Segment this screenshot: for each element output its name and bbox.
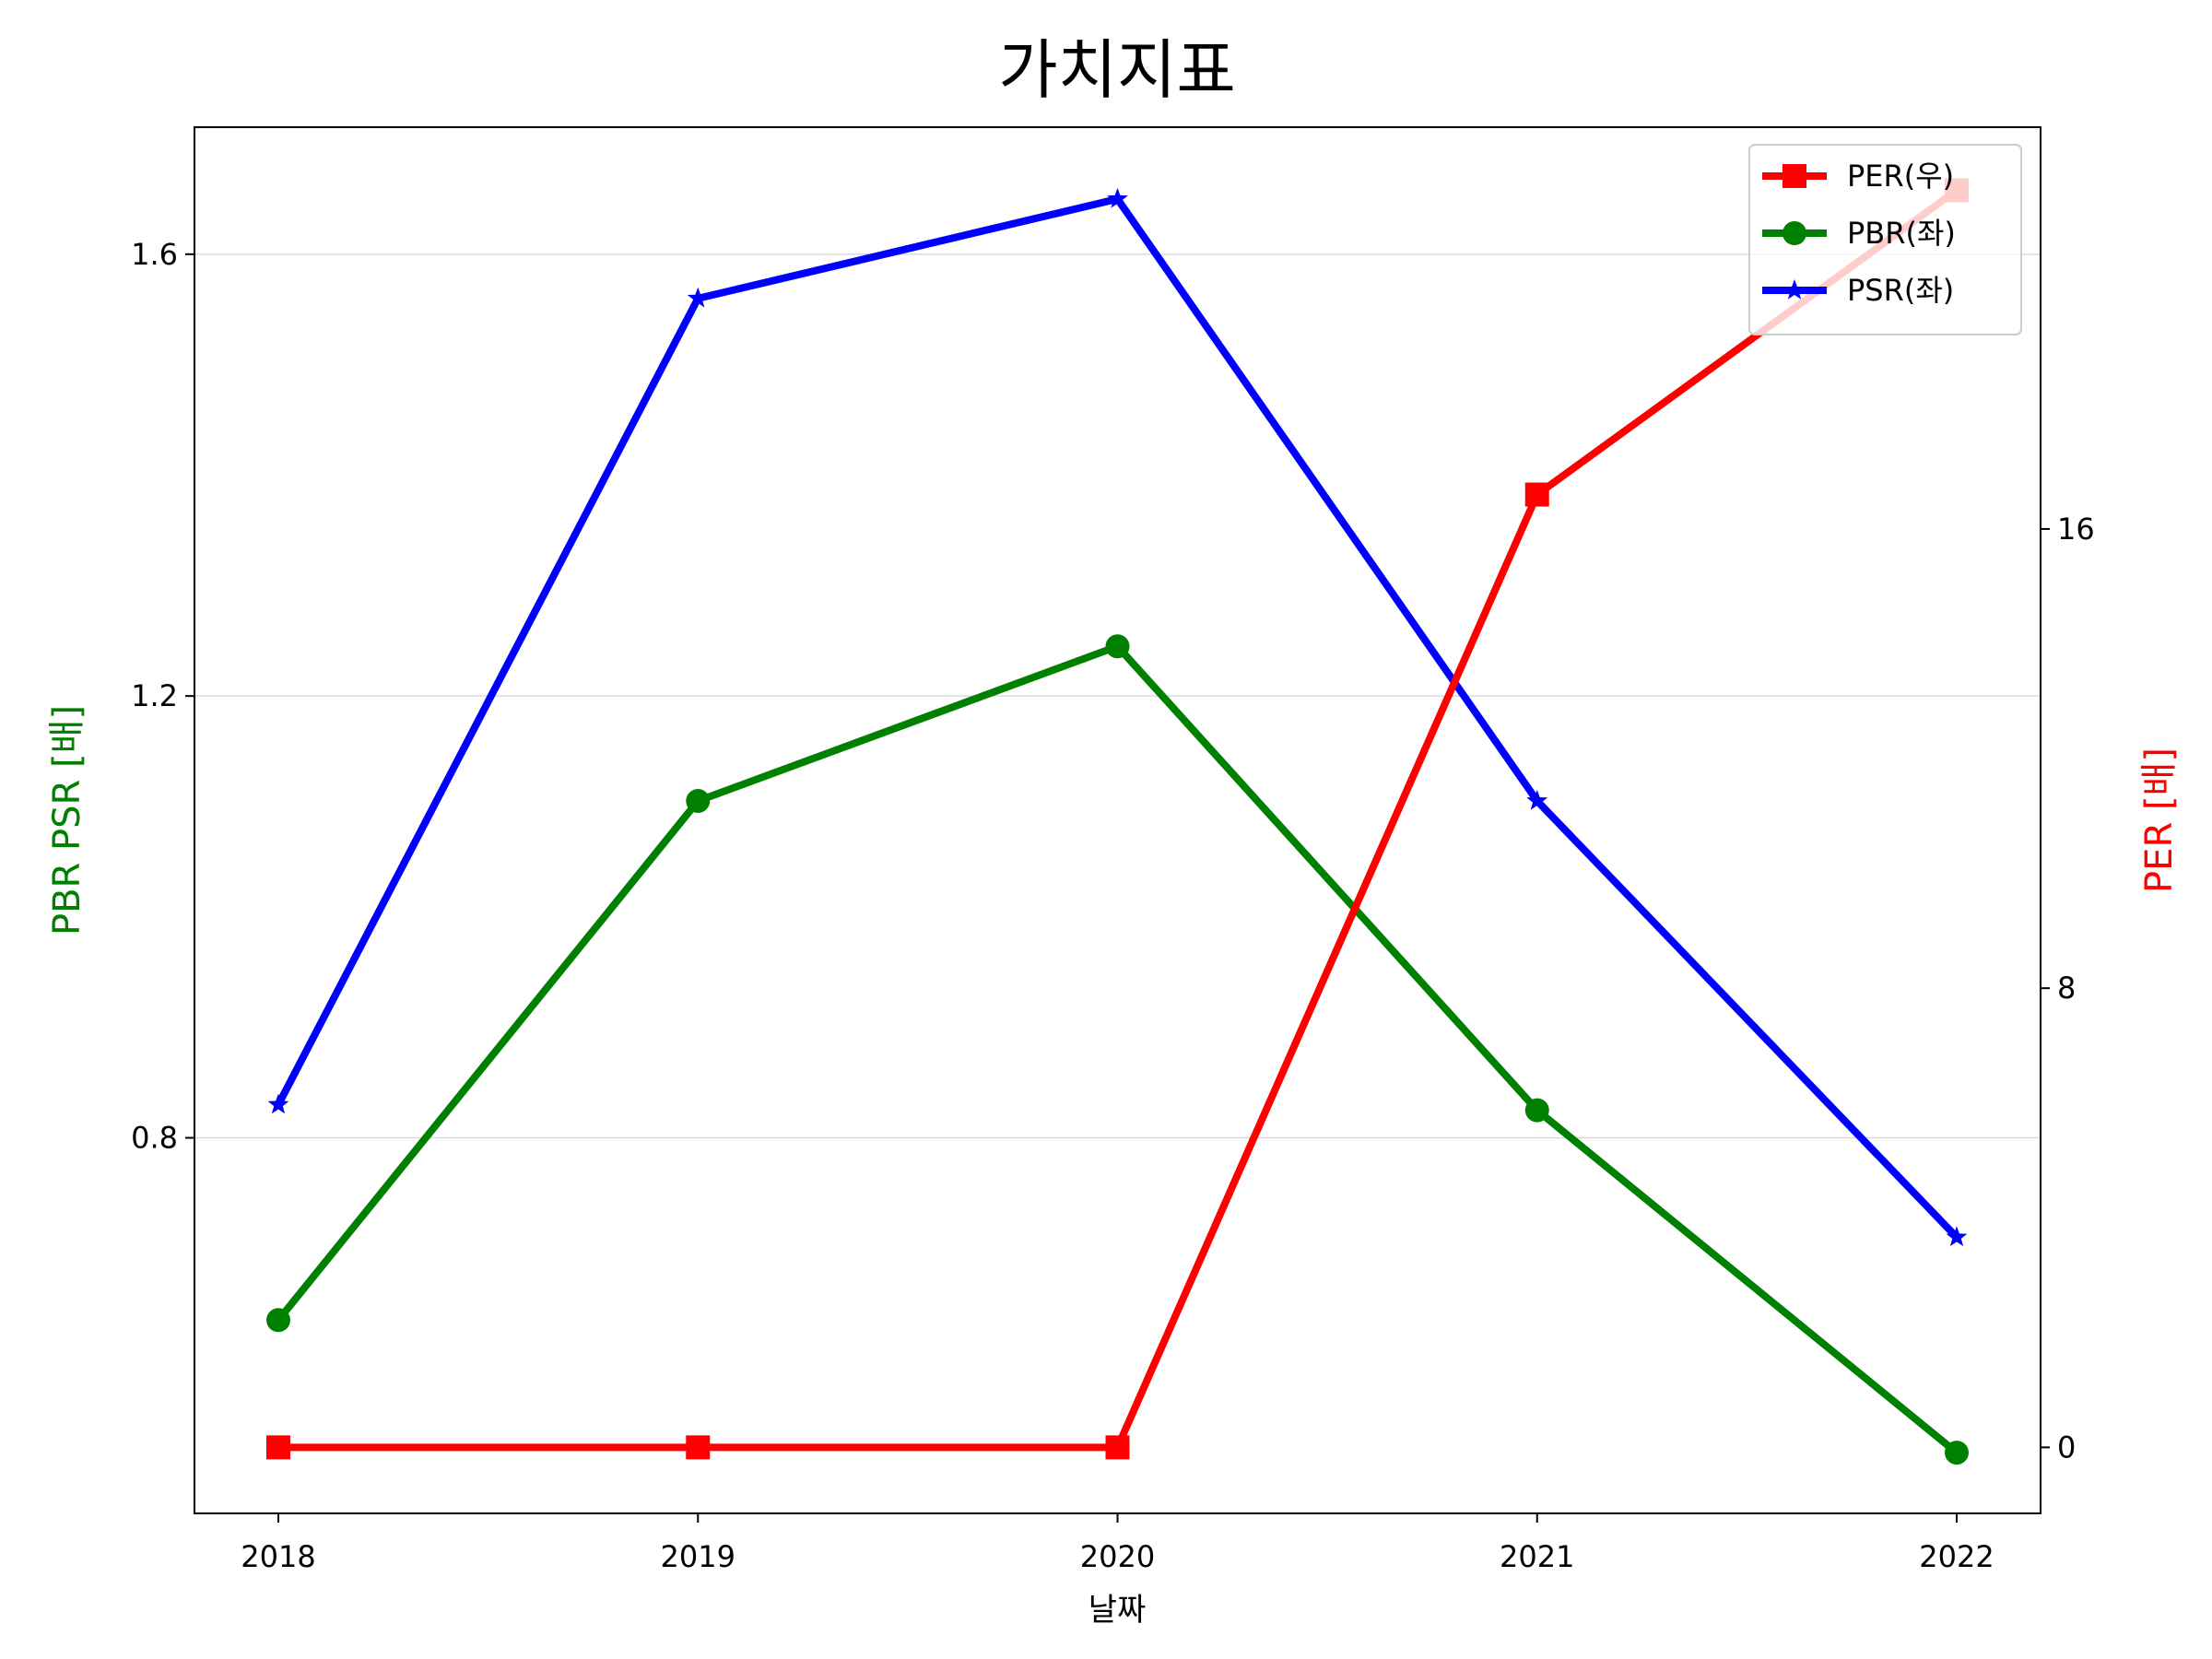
chart-title: 가치지표 <box>998 32 1236 108</box>
legend-label: PSR(좌) <box>1847 273 1954 308</box>
y-right-tick-label: 8 <box>2057 971 2076 1006</box>
y-right-tick-label: 0 <box>2057 1430 2076 1465</box>
x-tick-label: 2020 <box>1080 1539 1155 1574</box>
y-axis-right-label: PER [배] <box>2138 747 2181 893</box>
data-point <box>687 287 709 308</box>
legend-item: PBR(좌) <box>1762 216 1956 251</box>
series-1 <box>266 634 1969 1465</box>
y-left-tick-label: 0.8 <box>131 1121 178 1156</box>
y-axis-right: 0 8 16 <box>2041 512 2095 1465</box>
y-axis-left: 0.8 1.2 1.6 <box>131 237 194 1156</box>
data-point <box>1945 1441 1969 1465</box>
legend-item: PSR(좌) <box>1762 273 1954 308</box>
data-point <box>1524 482 1549 507</box>
data-point <box>1105 1435 1130 1460</box>
data-point <box>1946 1226 1968 1247</box>
gridlines <box>194 253 2041 1139</box>
series-2 <box>267 187 1968 1247</box>
legend-marker <box>1783 279 1806 300</box>
legend: PER(우) PBR(좌) PSR(좌) <box>1748 144 2022 335</box>
legend-label: PBR(좌) <box>1847 216 1956 251</box>
legend-item: PER(우) <box>1762 159 1954 194</box>
data-point <box>1524 1098 1549 1123</box>
data-point <box>267 1093 289 1114</box>
data-point <box>1105 634 1130 659</box>
y-axis-left-label: PBR PSR [배] <box>46 705 88 935</box>
y-left-tick-label: 1.2 <box>131 678 178 713</box>
y-left-tick-label: 1.6 <box>131 237 178 272</box>
x-tick-label: 2021 <box>1500 1539 1574 1574</box>
y-right-tick-label: 16 <box>2057 512 2095 547</box>
x-tick-label: 2019 <box>661 1539 735 1574</box>
series-0 <box>266 178 1969 1460</box>
data-point <box>266 1308 290 1333</box>
x-tick-label: 2018 <box>241 1539 315 1574</box>
series-layer <box>266 178 1969 1465</box>
legend-marker <box>1783 164 1806 188</box>
data-point <box>266 1435 290 1460</box>
data-point <box>686 789 711 814</box>
x-tick-label: 2022 <box>1919 1539 1994 1574</box>
data-point <box>1107 187 1128 208</box>
legend-label: PER(우) <box>1847 159 1954 194</box>
x-axis-label: 날짜 <box>1088 1592 1147 1629</box>
x-axis: 2018 2019 2020 2021 2022 <box>241 1513 1994 1574</box>
data-point <box>686 1435 711 1460</box>
legend-marker <box>1783 221 1806 245</box>
data-point <box>1526 790 1548 810</box>
